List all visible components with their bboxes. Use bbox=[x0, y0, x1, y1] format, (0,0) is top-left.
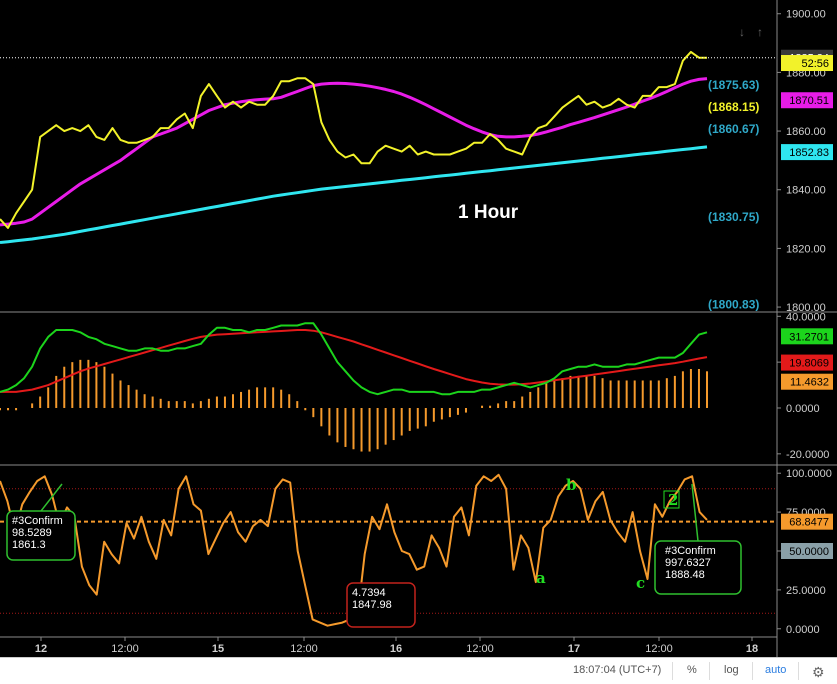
auto-scale-button[interactable]: auto bbox=[765, 664, 787, 676]
y-tick-label: 1840.00 bbox=[786, 185, 826, 197]
indicator-value-label: 11.4632 bbox=[790, 377, 829, 389]
status-separator bbox=[798, 662, 799, 680]
fib-level-label: (1868.15) bbox=[708, 100, 759, 114]
annotation-box bbox=[6, 510, 76, 561]
indicator-value-label: 19.8069 bbox=[789, 358, 829, 370]
annotation-text: 1847.98 bbox=[352, 599, 392, 611]
x-tick-label: 16 bbox=[390, 643, 402, 655]
annotation-pointer bbox=[691, 483, 699, 542]
wave-label-box bbox=[663, 490, 680, 509]
wave-label: a bbox=[536, 569, 546, 587]
y-tick-label: 1860.00 bbox=[786, 126, 826, 138]
status-separator bbox=[672, 662, 673, 680]
annotation-box bbox=[654, 540, 742, 595]
y-tick-label: 0.0000 bbox=[786, 403, 820, 415]
status-bar: 18:07:04 (UTC+7) % log auto ⚙ bbox=[0, 657, 837, 684]
y-tick-label: 0.0000 bbox=[786, 624, 820, 636]
wave-label: 2 bbox=[668, 491, 678, 509]
oscillator-value-label: 68.8477 bbox=[789, 517, 829, 529]
price-axis-label-bg bbox=[781, 144, 833, 161]
fib-level-label: (1860.67) bbox=[708, 122, 759, 136]
indicator-value-label-bg bbox=[781, 328, 833, 345]
status-separator bbox=[709, 662, 710, 680]
x-tick-label: 15 bbox=[212, 643, 224, 655]
y-tick-label: 1800.00 bbox=[786, 302, 826, 314]
fib-level-label: (1800.83) bbox=[708, 298, 759, 312]
annotation-text: 1888.48 bbox=[665, 569, 705, 581]
x-tick-label: 12:00 bbox=[290, 643, 318, 655]
annotation-text: 4.7394 bbox=[352, 587, 386, 599]
oscillator-value-label-bg bbox=[781, 513, 833, 530]
price-axis-label: 1870.51 bbox=[789, 95, 829, 107]
series-line-macd bbox=[0, 322, 708, 396]
status-separator bbox=[752, 662, 753, 680]
series-line-price bbox=[0, 50, 707, 229]
annotation-pointer bbox=[40, 483, 63, 512]
fib-level-label: (1875.63) bbox=[708, 78, 759, 92]
x-tick-label: 17 bbox=[568, 643, 580, 655]
indicator-value-label-bg bbox=[781, 373, 833, 390]
oscillator-value-label-bg bbox=[781, 543, 833, 559]
indicator-value-label-bg bbox=[781, 354, 833, 371]
fib-level-label: (1830.75) bbox=[708, 210, 759, 224]
trading-chart[interactable]: 1800.001820.001840.001860.001880.001900.… bbox=[0, 0, 837, 657]
price-axis-label: 1852.83 bbox=[789, 147, 829, 159]
oscillator-value-label: 50.0000 bbox=[789, 546, 829, 558]
indicator-value-label: 31.2701 bbox=[789, 331, 829, 343]
arrow-up-icon: ↑ bbox=[757, 25, 763, 39]
log-scale-button[interactable]: log bbox=[724, 664, 739, 676]
annotation-box bbox=[346, 582, 416, 628]
y-tick-label: 25.0000 bbox=[786, 585, 826, 597]
percent-scale-button[interactable]: % bbox=[687, 664, 697, 676]
y-tick-label: 100.0000 bbox=[786, 468, 832, 480]
price-axis-label-bg bbox=[781, 55, 833, 72]
x-tick-label: 12:00 bbox=[466, 643, 494, 655]
y-tick-label: 40.0000 bbox=[786, 311, 826, 323]
wave-label: b bbox=[566, 476, 577, 494]
annotation-text: #3Confirm bbox=[665, 545, 716, 557]
y-tick-label: 1820.00 bbox=[786, 243, 826, 255]
wave-label: c bbox=[636, 574, 645, 592]
series-line-ma_slow bbox=[0, 145, 708, 244]
price-axis-label: 52:56 bbox=[801, 58, 829, 70]
gear-icon[interactable]: ⚙ bbox=[812, 664, 825, 680]
y-tick-label: 1900.00 bbox=[786, 9, 826, 21]
series-line-signal bbox=[0, 329, 708, 393]
annotation-text: 98.5289 bbox=[12, 527, 52, 539]
annotation-text: #3Confirm bbox=[12, 515, 63, 527]
x-tick-label: 12:00 bbox=[645, 643, 673, 655]
x-tick-label: 12 bbox=[35, 643, 47, 655]
y-tick-label: -20.0000 bbox=[786, 449, 829, 461]
annotation-text: 997.6327 bbox=[665, 557, 711, 569]
series-line-ma_fast bbox=[0, 77, 708, 227]
price-axis-label-bg bbox=[781, 92, 833, 109]
x-tick-label: 18 bbox=[746, 643, 758, 655]
timeframe-label: 1 Hour bbox=[458, 202, 519, 223]
x-tick-label: 12:00 bbox=[111, 643, 139, 655]
arrow-down-icon: ↓ bbox=[739, 25, 745, 39]
clock-readout: 18:07:04 (UTC+7) bbox=[573, 664, 662, 676]
annotation-text: 1861.3 bbox=[12, 539, 46, 551]
